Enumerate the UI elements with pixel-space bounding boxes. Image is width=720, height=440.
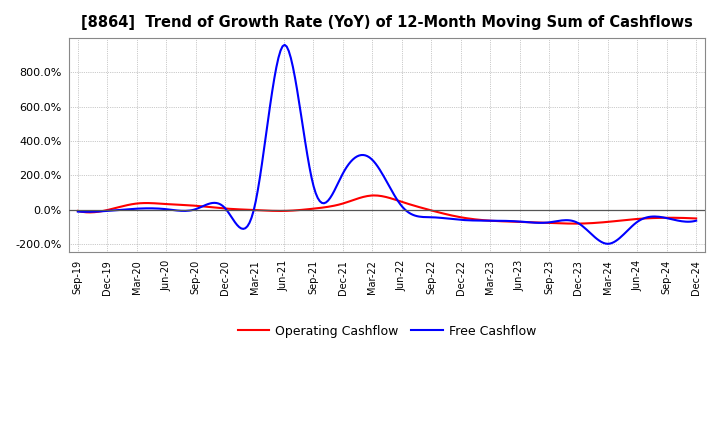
Operating Cashflow [454, 214, 463, 220]
Operating Cashflow [76, 209, 84, 214]
Free Cashflow [603, 241, 611, 246]
Operating Cashflow [570, 221, 578, 226]
Operating Cashflow [441, 212, 450, 217]
Operating Cashflow [369, 193, 378, 198]
Legend: Operating Cashflow, Free Cashflow: Operating Cashflow, Free Cashflow [233, 319, 541, 343]
Free Cashflow [76, 209, 84, 214]
Free Cashflow [597, 239, 606, 244]
Free Cashflow [638, 216, 647, 222]
Free Cashflow [73, 209, 82, 214]
Operating Cashflow [444, 212, 452, 217]
Free Cashflow [441, 216, 450, 221]
Operating Cashflow [599, 220, 608, 225]
Operating Cashflow [73, 208, 82, 213]
Operating Cashflow [692, 216, 701, 221]
Line: Free Cashflow: Free Cashflow [78, 45, 696, 244]
Free Cashflow [454, 217, 463, 222]
Free Cashflow [280, 42, 289, 48]
Free Cashflow [692, 218, 701, 224]
Line: Operating Cashflow: Operating Cashflow [78, 195, 696, 224]
Operating Cashflow [638, 216, 647, 221]
Free Cashflow [444, 216, 452, 221]
Title: [8864]  Trend of Growth Rate (YoY) of 12-Month Moving Sum of Cashflows: [8864] Trend of Growth Rate (YoY) of 12-… [81, 15, 693, 30]
